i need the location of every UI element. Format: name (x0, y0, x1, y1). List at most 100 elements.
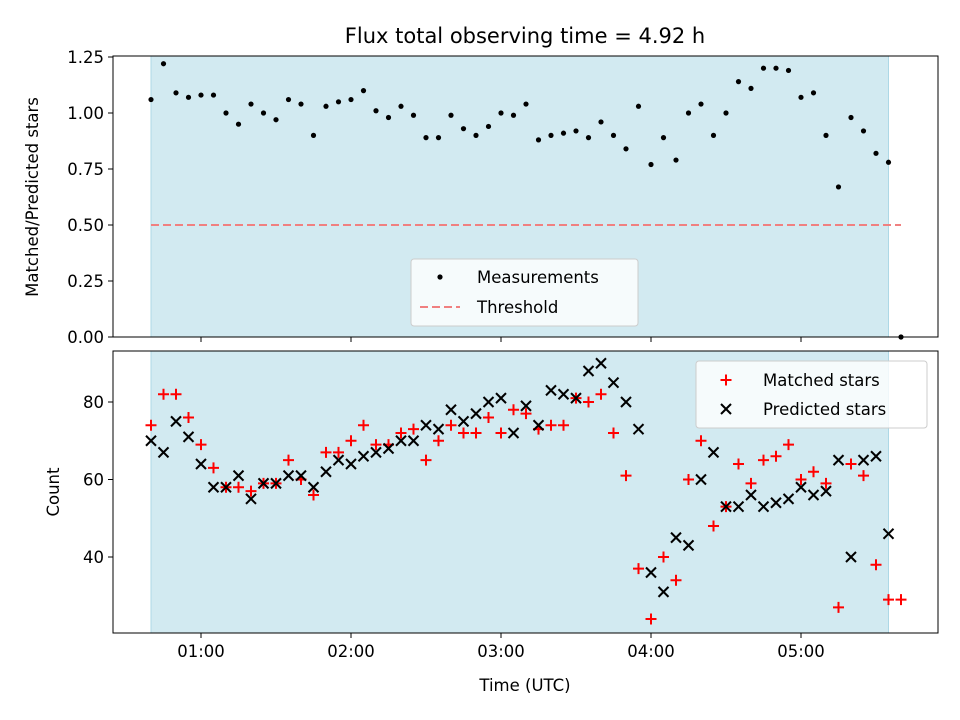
legend-marker-predicted (720, 403, 732, 415)
legend-box (410, 258, 639, 327)
matched-star-point (583, 396, 594, 408)
matched-star-point (795, 474, 807, 485)
matched-star-point (608, 427, 619, 439)
matched-star-point (770, 450, 782, 462)
matched-star-point (483, 412, 494, 423)
y-tick-label: 0.75 (67, 160, 104, 179)
matched-star-point (520, 408, 532, 420)
predicted-star-point (482, 396, 495, 408)
measurement-point (460, 126, 467, 132)
measurement-point (185, 94, 192, 100)
legend-label-measurements: Measurements (477, 268, 599, 287)
matched-star-point (145, 419, 157, 431)
matched-star-point (358, 419, 369, 431)
measurement-point (148, 96, 154, 103)
matched-star-point (695, 435, 707, 447)
bottom-frame (112, 350, 939, 634)
predicted-star-point (195, 458, 207, 470)
measurement-point (873, 150, 879, 156)
matched-star-point (658, 551, 669, 563)
predicted-star-point (157, 446, 170, 459)
predicted-star-point (782, 493, 795, 505)
predicted-star-point (182, 431, 195, 443)
y-tick-label: 0.00 (67, 328, 104, 347)
measurement-point (848, 114, 854, 121)
predicted-star-point (545, 384, 557, 397)
legend-label-matched: Matched stars (763, 371, 880, 390)
predicted-star-point (582, 365, 595, 377)
measurement-point (523, 101, 529, 107)
measurement-point (673, 157, 679, 163)
predicted-star-point (257, 477, 270, 490)
measurement-point (735, 79, 742, 85)
predicted-star-point (420, 419, 432, 431)
top-y-axis-label: Matched/Predicted stars (23, 97, 42, 297)
predicted-star-point (370, 446, 382, 459)
matched-star-point (208, 462, 219, 474)
predicted-star-point (395, 435, 407, 447)
measurement-point (198, 92, 204, 98)
predicted-star-point (270, 477, 282, 490)
measurement-point (273, 117, 279, 123)
measurement-point (623, 146, 629, 152)
matched-star-point (558, 419, 569, 431)
predicted-star-point (620, 396, 632, 408)
matched-star-point (620, 470, 632, 482)
legend-label-predicted: Predicted stars (763, 400, 886, 419)
matched-star-point (508, 404, 519, 416)
predicted-star-point (470, 407, 482, 420)
matched-star-point (808, 466, 819, 478)
measurement-point (698, 101, 704, 107)
matched-star-point (158, 388, 169, 400)
predicted-star-point (357, 450, 370, 462)
bottom-panel: 40 60 80 01:00 02:00 03:00 04:00 05:00 Count Ti… (44, 350, 939, 695)
predicted-star-point (695, 473, 707, 486)
matched-star-point (645, 613, 657, 625)
matched-star-point (870, 559, 882, 571)
predicted-star-point (645, 566, 657, 579)
measurement-point (173, 90, 179, 96)
x-tick-label: 05:00 (777, 642, 825, 661)
legend-marker-measurements (437, 274, 443, 280)
top-legend: Measurements Threshold (410, 258, 639, 327)
matched-star-point (495, 427, 507, 439)
matched-star-point (445, 419, 457, 431)
matched-star-point (745, 477, 757, 489)
measurement-point (210, 92, 217, 98)
measurement-point (510, 112, 517, 118)
measurement-point (485, 123, 492, 130)
bottom-y-axis-label: Count (44, 467, 63, 517)
predicted-star-point (845, 551, 857, 563)
measurement-point (298, 101, 304, 107)
predicted-star-point (707, 446, 720, 459)
x-tick-label: 03:00 (477, 642, 525, 661)
measurement-point (748, 85, 754, 91)
measurement-point (398, 103, 404, 109)
measurement-point (285, 96, 292, 103)
matched-star-point (233, 481, 244, 493)
legend-label-threshold: Threshold (476, 298, 558, 317)
measurement-point (760, 65, 767, 71)
matched-star-point (783, 439, 794, 451)
measurement-point (723, 110, 729, 116)
matched-star-point (895, 594, 907, 606)
predicted-star-point (220, 481, 232, 493)
matched-star-point (595, 388, 607, 400)
matched-star-point (883, 594, 894, 606)
predicted-star-point (807, 489, 820, 501)
measurement-point (860, 128, 867, 134)
x-axis-label: Time (UTC) (478, 676, 570, 695)
chart-title: Flux total observing time = 4.92 h (345, 24, 705, 48)
matched-star-point (545, 419, 557, 431)
y-tick-label: 80 (83, 393, 104, 412)
bottom-legend: Matched stars Predicted stars (695, 360, 928, 429)
predicted-star-point (870, 450, 882, 462)
matched-star-point (833, 601, 844, 613)
measurement-point (535, 137, 542, 143)
predicted-star-point (170, 415, 182, 428)
predicted-star-point (245, 493, 257, 505)
predicted-star-point (720, 500, 732, 513)
measurement-point (585, 135, 592, 141)
measurement-point (323, 103, 329, 109)
predicted-star-point (320, 466, 332, 478)
